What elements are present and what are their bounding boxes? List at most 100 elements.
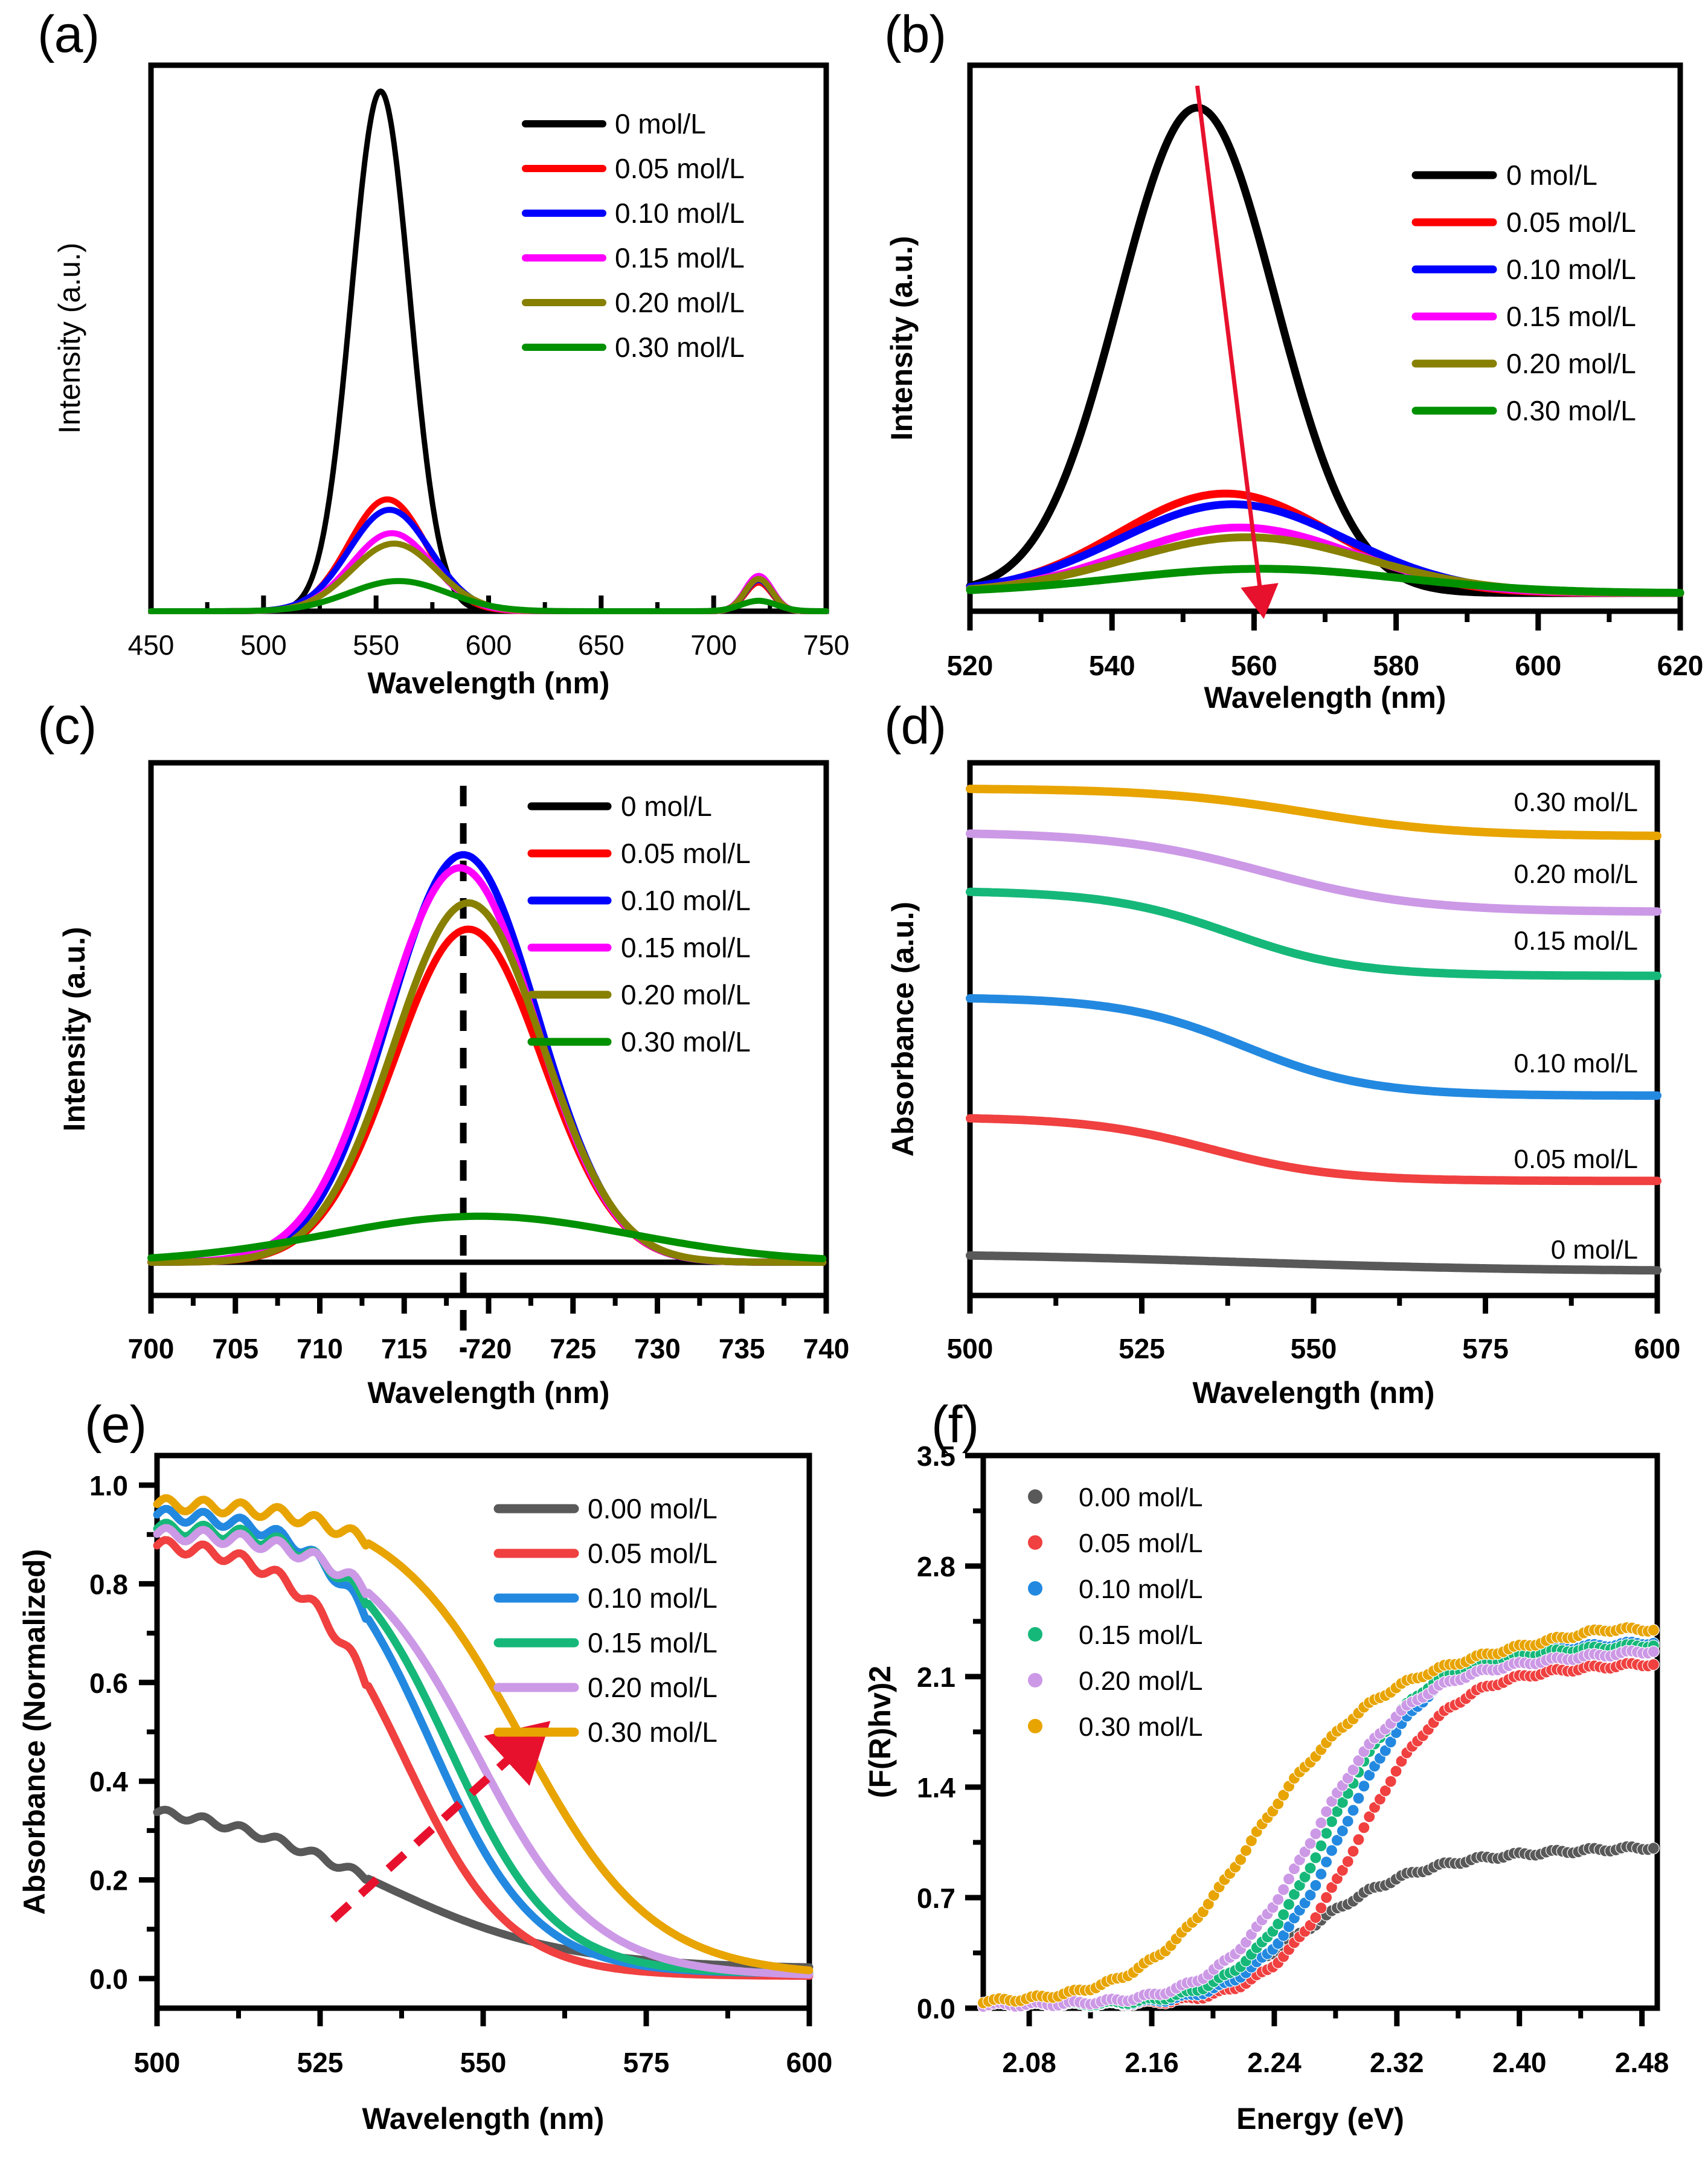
x-tick-label: 710 [297, 1333, 343, 1364]
data-point [1336, 1825, 1349, 1837]
legend-label: 0.30 mol/L [1506, 395, 1636, 426]
data-point [1358, 1821, 1370, 1834]
data-point [1320, 1891, 1333, 1904]
data-point [1325, 1844, 1338, 1857]
data-point [1320, 1805, 1333, 1818]
panel-e-chart: 500 525 550 575 600 0.0 0.2 0.4 0.6 0.8 1.0 0.00 mo… [18, 1453, 832, 2136]
legend-label: 0.20 mol/L [1079, 1666, 1202, 1696]
y-axis-title: Intensity (a.u.) [57, 927, 91, 1132]
legend-label: 0.10 mol/L [588, 1582, 718, 1614]
data-point [1277, 1909, 1290, 1921]
panel-f: (f) 2.08 2.16 2.24 2.32 2.40 2.48 0.0 0.7 1.4 2.1… [854, 1395, 1708, 2167]
panel-e: (e) 500 525 550 575 600 0.0 0.2 0.4 0.6 0.8 1.0 0.0… [0, 1395, 854, 2167]
series-line [147, 899, 827, 1266]
x-tick-label: 2.08 [1002, 2047, 1056, 2078]
data-point [1341, 1855, 1354, 1868]
panel-c-chart: 700 705 710 715 720 725 730 735 740 0 mol/L 0.05 m… [57, 760, 849, 1410]
data-point [1309, 1828, 1322, 1840]
series-line [966, 785, 1661, 840]
y-tick-label: 3.5 [917, 1440, 955, 1472]
redshift-arrow [1195, 85, 1279, 619]
x-tick-label: 600 [466, 629, 512, 661]
legend-label: 0 mol/L [621, 791, 712, 822]
series-line [148, 578, 829, 614]
data-point [1309, 1879, 1322, 1892]
x-tick-label: 500 [134, 2047, 181, 2078]
data-point [1358, 1780, 1370, 1793]
data-point [1304, 1837, 1317, 1850]
x-tick-label: 560 [1231, 650, 1277, 681]
legend-label: 0.05 mol/L [621, 838, 751, 869]
x-tick-label: 750 [803, 629, 850, 661]
x-tick-label: 550 [460, 2047, 507, 2078]
legend-label: 0.15 mol/L [588, 1627, 718, 1658]
legend-label: 0.30 mol/L [621, 1026, 751, 1058]
data-point [1647, 1645, 1660, 1658]
legend-label: 0.30 mol/L [588, 1716, 718, 1748]
data-point [1320, 1827, 1333, 1840]
data-point [1277, 1789, 1290, 1802]
y-axis-title: (F(R)hv)2 [863, 1666, 897, 1798]
y-tick-label: 0.2 [89, 1865, 128, 1896]
y-tick-label: 2.1 [917, 1661, 955, 1693]
x-tick-label: 540 [1089, 650, 1135, 681]
panel-a-chart: 450 500 550 600 650 700 750 0 mol/L 0.05 mol/L 0.… [53, 62, 850, 700]
x-tick-label: 520 [947, 650, 994, 681]
x-tick-label: 705 [212, 1333, 258, 1364]
data-point [1245, 1834, 1258, 1847]
legend-label: 0.30 mol/L [615, 332, 745, 363]
data-point [1299, 1870, 1311, 1883]
data-point [1384, 1775, 1397, 1788]
data-point [1363, 1810, 1376, 1823]
series-line [966, 1114, 1661, 1186]
x-tick-label: 620 [1657, 650, 1704, 681]
data-point [1272, 1918, 1285, 1930]
series-line [966, 565, 1684, 597]
legend-label: 0.10 mol/L [1079, 1575, 1202, 1604]
data-point [1647, 1842, 1660, 1855]
x-tick-label: 575 [1462, 1333, 1509, 1364]
x-tick-label: 580 [1373, 650, 1419, 681]
y-tick-label: 2.8 [917, 1551, 955, 1582]
legend-label: 0 mol/L [615, 108, 706, 140]
y-tick-label: 0.0 [917, 1993, 955, 2024]
y-tick-label: 0.4 [89, 1766, 128, 1797]
data-point [1277, 1883, 1290, 1896]
data-point [1288, 1888, 1301, 1901]
series-line [966, 994, 1661, 1100]
panel-c: (c) 700 705 710 715 720 725 730 735 740 0 mol/L 0.… [0, 692, 854, 1416]
data-point [1325, 1815, 1338, 1828]
legend-label: 0.10 mol/L [615, 197, 745, 229]
series-inline-label: 0.30 mol/L [1514, 788, 1638, 817]
x-tick-label: 550 [1291, 1333, 1337, 1364]
legend-swatch [1027, 1718, 1044, 1735]
x-axis-title: Energy (eV) [1236, 2102, 1404, 2136]
data-point [1282, 1872, 1295, 1886]
data-point [1315, 1867, 1328, 1881]
data-point [1647, 1624, 1660, 1637]
x-axis-title: Wavelength (nm) [362, 2102, 605, 2136]
x-tick-label: 730 [634, 1333, 681, 1364]
data-point [1336, 1864, 1349, 1876]
x-axis-title: Wavelength (nm) [1193, 1376, 1435, 1410]
data-point [1309, 1851, 1322, 1864]
y-axis-title: Absorbance (a.u.) [886, 902, 920, 1157]
y-axis-title: Absorbance (Normalized) [18, 1549, 51, 1915]
legend-swatch [1027, 1534, 1044, 1551]
data-point [1320, 1855, 1333, 1869]
panel-a-label: (a) [37, 5, 100, 63]
x-tick-label: 600 [1634, 1333, 1681, 1364]
data-point [1315, 1840, 1328, 1852]
data-point [1309, 1911, 1322, 1924]
legend-swatch [1027, 1488, 1044, 1505]
data-point [1315, 1901, 1328, 1915]
panel-e-label: (e) [85, 1396, 147, 1454]
series-line [966, 1251, 1661, 1275]
y-tick-label: 0.7 [917, 1883, 955, 1914]
x-axis-title: Wavelength (nm) [1204, 681, 1446, 714]
legend-label: 0.10 mol/L [1506, 254, 1636, 285]
data-point [1315, 1817, 1328, 1829]
x-tick-label: 550 [353, 629, 399, 661]
y-tick-label: 0.8 [89, 1568, 128, 1600]
legend-label: 0.05 mol/L [615, 153, 745, 184]
